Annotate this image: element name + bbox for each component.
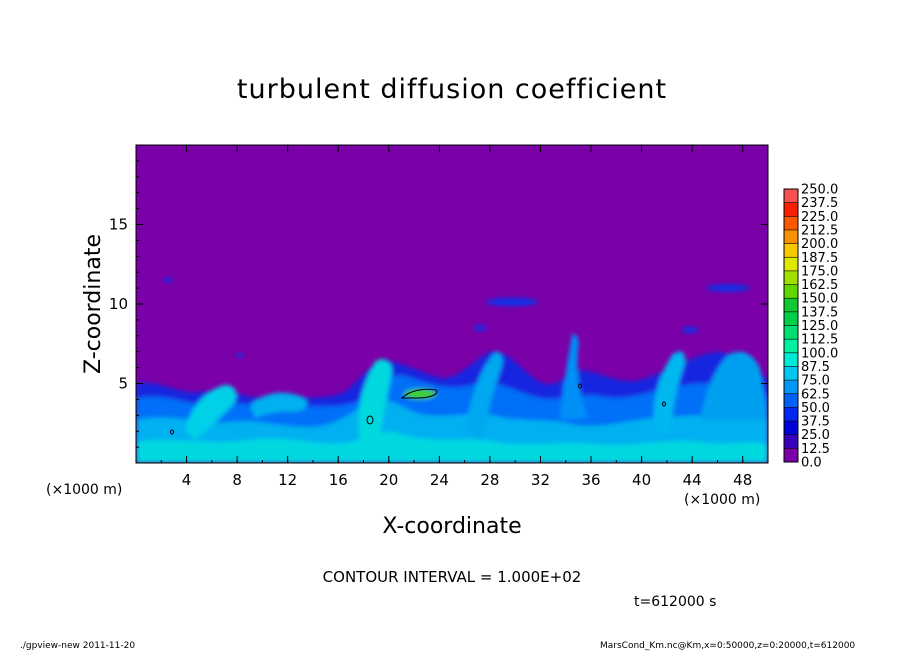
colorbar-swatch — [784, 298, 798, 312]
x-tick-label: 4 — [182, 471, 192, 489]
colorbar-label: 162.5 — [801, 278, 838, 293]
colorbar-label: 150.0 — [801, 292, 838, 307]
x-tick-label: 20 — [379, 471, 398, 489]
colorbar-swatch — [784, 202, 798, 217]
colorbar-label: 25.0 — [801, 428, 830, 443]
colorbar-swatch — [784, 407, 798, 422]
colorbar-label: 100.0 — [801, 346, 838, 361]
colorbar-label: 112.5 — [801, 333, 838, 348]
colorbar-swatch — [784, 284, 798, 299]
colorbar-swatch — [784, 257, 798, 271]
colorbar-swatch — [784, 352, 798, 367]
turbulence-field — [136, 278, 768, 463]
colorbar-label: 212.5 — [801, 223, 838, 238]
colorbar-label: 200.0 — [801, 237, 838, 252]
colorbar-swatch — [784, 216, 798, 230]
x-tick-label: 36 — [581, 471, 600, 489]
colorbar-swatch — [784, 434, 798, 449]
colorbar-label: 250.0 — [801, 183, 838, 198]
x-tick-label: 24 — [430, 471, 449, 489]
colorbar-swatch — [784, 380, 798, 394]
y-tick-label: 15 — [109, 216, 128, 234]
footer-left: ./gpview-new 2011-11-20 — [20, 641, 136, 651]
colorbar-label: 137.5 — [801, 305, 838, 320]
colorbar-label: 187.5 — [801, 251, 838, 266]
colorbar-swatch — [784, 339, 798, 353]
y-axis-label: Z-coordinate — [81, 234, 106, 374]
y-tick-label: 10 — [109, 295, 128, 313]
x-tick-label: 48 — [733, 471, 752, 489]
colorbar-swatch — [784, 448, 798, 462]
colorbar-label: 125.0 — [801, 319, 838, 334]
colorbar-label: 237.5 — [801, 196, 838, 211]
x-tick-label: 40 — [632, 471, 651, 489]
y-axis-ticks: 5 10 15 — [109, 160, 768, 448]
x-tick-label: 28 — [480, 471, 499, 489]
contour-interval-label: CONTOUR INTERVAL = 1.000E+02 — [322, 568, 582, 586]
colorbar-label: 50.0 — [801, 401, 830, 416]
colorbar-label: 75.0 — [801, 374, 830, 389]
colorbar-swatch — [784, 393, 798, 408]
x-tick-label: 44 — [683, 471, 702, 489]
colorbar: 0.012.525.037.550.062.575.087.5100.0112.… — [783, 183, 838, 471]
x-tick-label: 8 — [232, 471, 242, 489]
colorbar-swatch — [784, 421, 798, 435]
colorbar-swatch — [784, 229, 798, 244]
colorbar-label: 37.5 — [801, 415, 830, 430]
colorbar-swatch — [784, 366, 798, 381]
colorbar-label: 87.5 — [801, 360, 830, 375]
colorbar-label: 12.5 — [801, 442, 830, 457]
colorbar-swatch — [784, 189, 798, 203]
colorbar-label: 175.0 — [801, 264, 838, 279]
x-tick-label: 16 — [329, 471, 348, 489]
x-axis-ticks: 4 8 12 16 20 24 28 32 36 40 44 48 — [160, 145, 752, 489]
colorbar-label: 0.0 — [801, 456, 822, 471]
x-axis-unit-right: (×1000 m) — [684, 492, 761, 508]
colorbar-swatch — [784, 311, 798, 326]
colorbar-label: 62.5 — [801, 387, 830, 402]
colorbar-swatch — [784, 270, 798, 285]
x-axis-label: X-coordinate — [382, 514, 522, 539]
x-axis-unit-left: (×1000 m) — [46, 482, 123, 498]
chart-title: turbulent diffusion coefficient — [236, 74, 668, 105]
colorbar-swatch — [784, 325, 798, 340]
x-tick-label: 12 — [278, 471, 297, 489]
colorbar-label: 225.0 — [801, 210, 838, 225]
colorbar-swatch — [784, 243, 798, 258]
time-label: t=612000 s — [634, 594, 717, 610]
x-tick-label: 32 — [531, 471, 550, 489]
footer-right: MarsCond_Km.nc@Km,x=0:50000,z=0:20000,t=… — [600, 641, 856, 651]
y-tick-label: 5 — [118, 375, 128, 393]
